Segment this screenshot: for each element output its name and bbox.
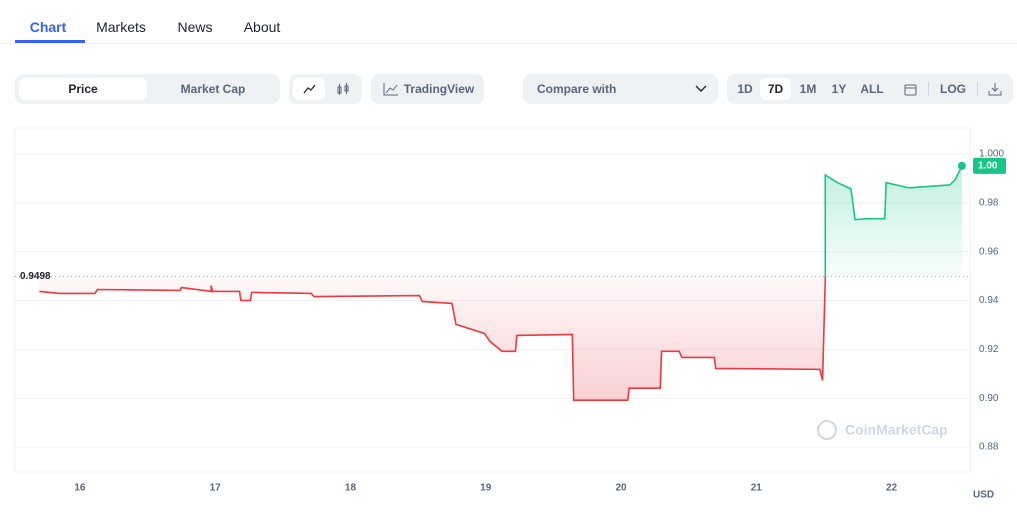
x-tick-label: 19 bbox=[480, 483, 492, 494]
x-tick-label: 20 bbox=[615, 483, 627, 494]
y-tick-label: 1.000 bbox=[979, 149, 1004, 160]
last-point bbox=[957, 161, 966, 170]
y-tick-label: 0.90 bbox=[979, 393, 999, 404]
chart-style bbox=[289, 74, 362, 104]
range-button[interactable]: 7D bbox=[760, 78, 791, 100]
range-button[interactable]: 1D bbox=[737, 82, 753, 96]
line-style-button[interactable] bbox=[293, 78, 325, 100]
compare-select[interactable]: Compare with bbox=[523, 74, 718, 104]
tab[interactable]: News bbox=[177, 19, 213, 35]
tab-underline bbox=[15, 40, 85, 43]
y-tick-label: 0.94 bbox=[979, 295, 999, 306]
calendar-icon[interactable] bbox=[904, 83, 917, 96]
tab[interactable]: About bbox=[243, 19, 281, 35]
range-button[interactable]: 1Y bbox=[831, 82, 847, 96]
view-toggle: Price Market Cap bbox=[15, 74, 280, 104]
separator bbox=[928, 82, 929, 96]
x-tick-label: 16 bbox=[74, 483, 86, 494]
range-group: 1D 7D 1M 1Y ALL LOG bbox=[727, 74, 1013, 104]
y-tick-label: 0.96 bbox=[979, 246, 999, 257]
range-button[interactable]: 1M bbox=[799, 82, 817, 96]
x-tick-label: 17 bbox=[210, 483, 222, 494]
chevron-icon bbox=[695, 85, 707, 92]
separator bbox=[977, 82, 978, 96]
price-badge-label: 1.00 bbox=[978, 161, 998, 172]
line-icon bbox=[303, 84, 316, 94]
download-icon[interactable] bbox=[988, 82, 1002, 96]
tradingview-group: TradingView bbox=[371, 74, 484, 104]
price-button[interactable]: Price bbox=[19, 78, 147, 100]
market-cap-button[interactable]: Market Cap bbox=[180, 82, 246, 96]
price-line bbox=[39, 165, 963, 401]
divider bbox=[0, 43, 1017, 44]
tradingview-icon bbox=[383, 83, 398, 96]
y-tick-label: 0.92 bbox=[979, 344, 999, 355]
watermark-logo bbox=[817, 420, 837, 440]
tradingview-button[interactable]: TradingView bbox=[403, 82, 475, 96]
compare-label: Compare with bbox=[537, 82, 617, 96]
price-badge bbox=[973, 157, 1006, 174]
y-tick-label: 0.98 bbox=[979, 197, 999, 208]
log-button[interactable]: LOG bbox=[940, 82, 966, 96]
reference-label: 0.9498 bbox=[20, 271, 51, 282]
candle-icon bbox=[337, 83, 349, 95]
watermark: CoinMarketCap bbox=[845, 422, 948, 438]
candle-style-button[interactable] bbox=[327, 78, 359, 100]
x-tick-label: 18 bbox=[345, 483, 357, 494]
tab[interactable]: Markets bbox=[96, 19, 146, 35]
y-tick-label: 0.88 bbox=[979, 442, 999, 453]
range-button[interactable]: ALL bbox=[860, 82, 884, 96]
tab[interactable]: Chart bbox=[29, 19, 67, 35]
area-fill bbox=[39, 165, 962, 401]
x-tick-label: 21 bbox=[751, 483, 763, 494]
currency-label: USD bbox=[973, 490, 994, 501]
x-tick-label: 22 bbox=[886, 483, 898, 494]
